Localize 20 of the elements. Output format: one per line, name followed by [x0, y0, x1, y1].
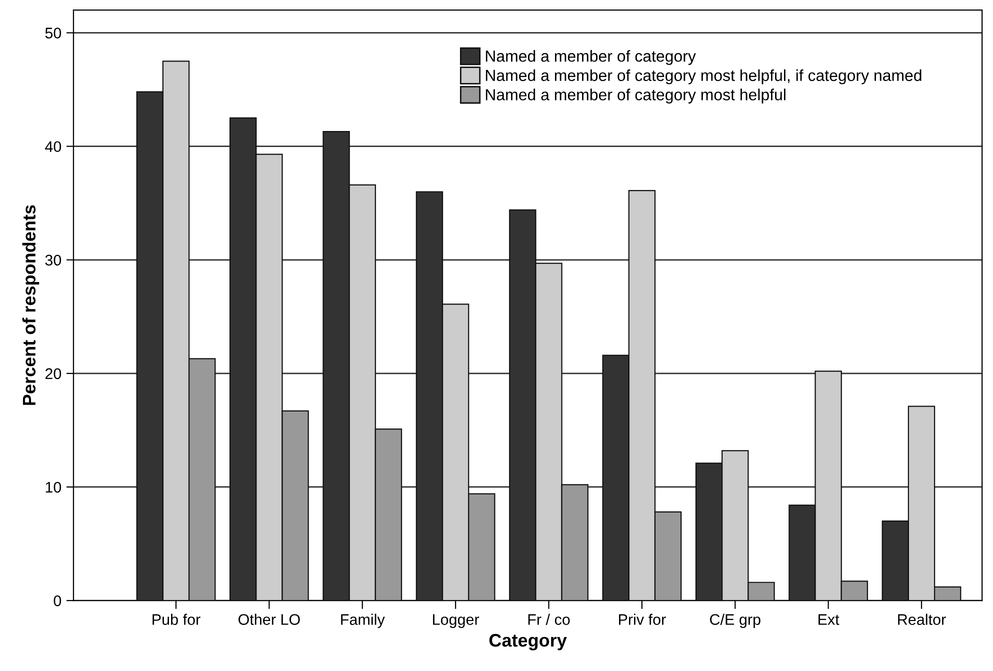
x-tick-label: C/E grp — [710, 614, 760, 628]
legend-label: Named a member of category most helpful, if category named — [486, 69, 922, 84]
y-tick-label: 40 — [45, 141, 62, 152]
legend-label: Named a member of category most helpful — [486, 88, 786, 104]
x-tick-label: Fr / co — [528, 614, 570, 625]
x-tick-label: Logger — [433, 614, 480, 628]
y-tick-label: 30 — [45, 254, 62, 266]
x-tick-label: Realtor — [898, 614, 946, 625]
legend-label: Named a member of category — [486, 50, 696, 65]
y-tick-label: 20 — [45, 368, 62, 380]
y-tick-label: 50 — [45, 28, 62, 38]
x-tick-label: Other LO — [238, 614, 300, 625]
y-tick-label: 0 — [54, 595, 62, 606]
y-axis-title: Percent of respondents — [22, 205, 40, 405]
y-tick-label: 10 — [46, 482, 62, 493]
x-tick-label: Ext — [818, 614, 840, 625]
x-axis-title: Category — [489, 634, 567, 650]
x-tick-label: Priv for — [619, 614, 666, 625]
x-tick-label: Family — [341, 614, 385, 628]
x-tick-label: Pub for — [152, 614, 200, 625]
